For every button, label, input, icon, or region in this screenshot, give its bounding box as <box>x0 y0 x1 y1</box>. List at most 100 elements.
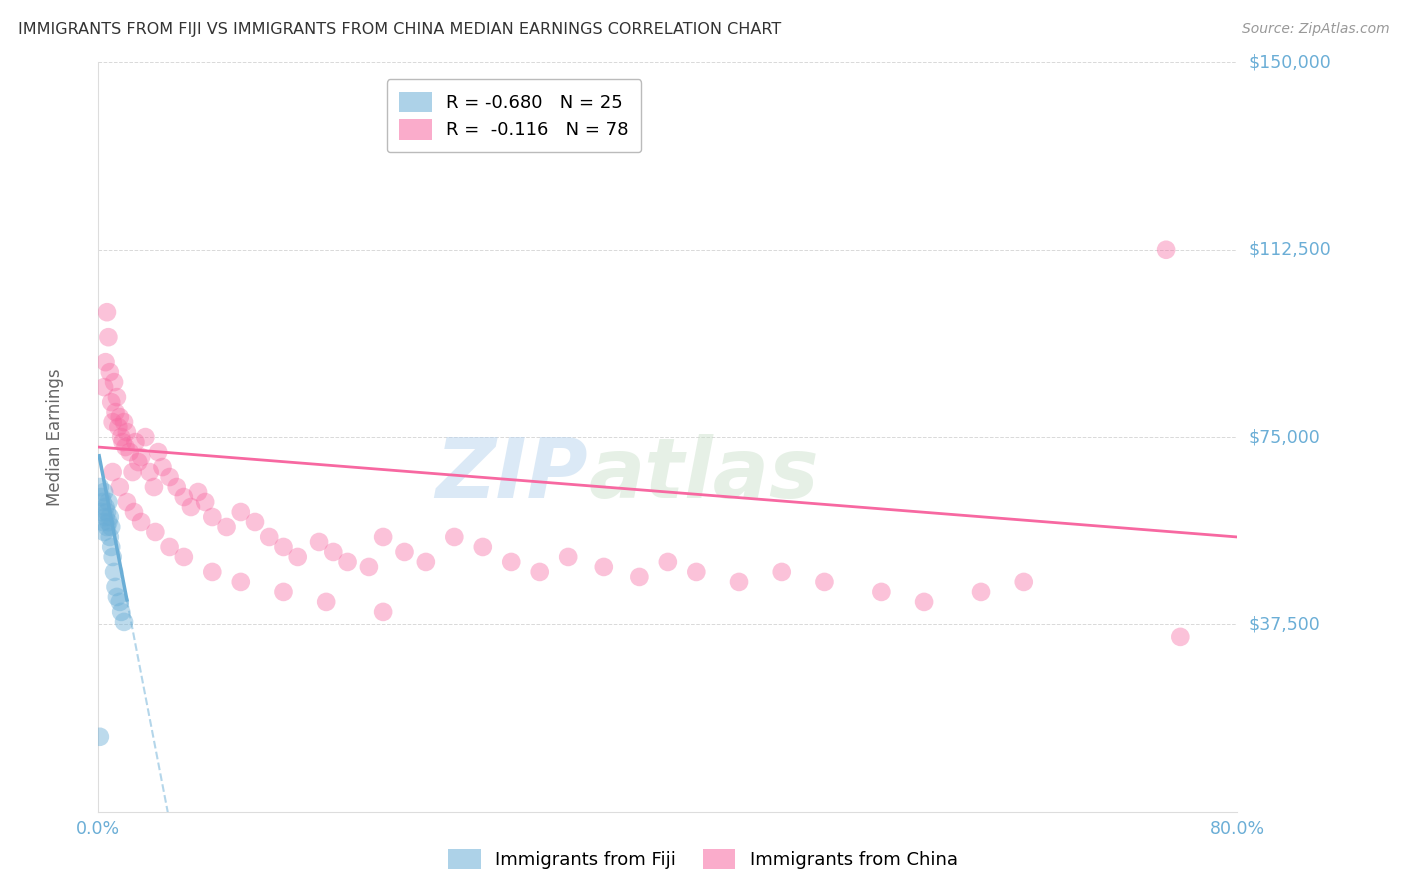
Point <box>115 495 138 509</box>
Point <box>90 490 112 504</box>
Point <box>1154 243 1177 257</box>
Point <box>194 495 217 509</box>
Point <box>110 430 132 444</box>
Point <box>96 520 118 534</box>
Point <box>173 490 195 504</box>
Point <box>373 530 395 544</box>
Point <box>373 605 395 619</box>
Point <box>201 510 224 524</box>
Point <box>110 605 132 619</box>
Point <box>101 415 124 429</box>
Point <box>111 435 134 450</box>
Point <box>134 430 156 444</box>
Point <box>103 375 125 389</box>
Text: $150,000: $150,000 <box>1249 54 1331 71</box>
Point <box>91 515 114 529</box>
Legend: R = -0.680   N = 25, R =  -0.116   N = 78: R = -0.680 N = 25, R = -0.116 N = 78 <box>387 79 641 153</box>
Point <box>89 730 111 744</box>
Point <box>1170 630 1192 644</box>
Point <box>870 585 893 599</box>
Point <box>112 415 135 429</box>
Point <box>108 595 131 609</box>
Point <box>97 515 120 529</box>
Point <box>100 395 122 409</box>
Point <box>112 615 135 629</box>
Point <box>129 515 152 529</box>
Text: $75,000: $75,000 <box>1249 428 1320 446</box>
Point <box>97 495 120 509</box>
Point <box>107 420 129 434</box>
Point <box>322 545 344 559</box>
Text: $37,500: $37,500 <box>1249 615 1320 633</box>
Point <box>357 560 380 574</box>
Point <box>101 465 124 479</box>
Point <box>180 500 202 514</box>
Point <box>308 535 330 549</box>
Point <box>501 555 523 569</box>
Point <box>101 549 124 564</box>
Text: Median Earnings: Median Earnings <box>46 368 65 506</box>
Point <box>415 555 437 569</box>
Point <box>93 524 115 539</box>
Point <box>96 505 118 519</box>
Point <box>90 505 112 519</box>
Point <box>152 460 174 475</box>
Point <box>628 570 651 584</box>
Point <box>471 540 494 554</box>
Point <box>243 515 266 529</box>
Point <box>159 470 181 484</box>
Point <box>173 549 195 564</box>
Text: Source: ZipAtlas.com: Source: ZipAtlas.com <box>1241 22 1389 37</box>
Point <box>104 580 127 594</box>
Text: IMMIGRANTS FROM FIJI VS IMMIGRANTS FROM CHINA MEDIAN EARNINGS CORRELATION CHART: IMMIGRANTS FROM FIJI VS IMMIGRANTS FROM … <box>18 22 782 37</box>
Point <box>115 425 138 439</box>
Point <box>105 590 128 604</box>
Point <box>93 380 115 394</box>
Point <box>98 365 121 379</box>
Point <box>129 450 152 464</box>
Point <box>394 545 416 559</box>
Point <box>215 520 238 534</box>
Point <box>108 410 131 425</box>
Point <box>287 549 309 564</box>
Point <box>159 540 181 554</box>
Point <box>98 510 121 524</box>
Point <box>970 585 993 599</box>
Text: ZIP: ZIP <box>436 434 588 515</box>
Point <box>108 480 131 494</box>
Point <box>201 565 224 579</box>
Point <box>127 455 149 469</box>
Point <box>122 505 145 519</box>
Point <box>529 565 551 579</box>
Point <box>592 560 614 574</box>
Point <box>315 595 337 609</box>
Point <box>138 465 160 479</box>
Point <box>229 574 252 589</box>
Point <box>259 530 281 544</box>
Point <box>557 549 579 564</box>
Text: atlas: atlas <box>588 434 818 515</box>
Point <box>1012 574 1035 589</box>
Point <box>770 565 793 579</box>
Point <box>105 390 128 404</box>
Point <box>121 465 143 479</box>
Point <box>145 524 167 539</box>
Point <box>103 565 125 579</box>
Point <box>187 485 209 500</box>
Point <box>91 495 114 509</box>
Point <box>97 330 120 344</box>
Point <box>229 505 252 519</box>
Point <box>124 435 146 450</box>
Legend: Immigrants from Fiji, Immigrants from China: Immigrants from Fiji, Immigrants from Ch… <box>439 839 967 879</box>
Point <box>912 595 935 609</box>
Point <box>166 480 188 494</box>
Point <box>93 485 115 500</box>
Text: $112,500: $112,500 <box>1249 241 1331 259</box>
Point <box>685 565 707 579</box>
Point <box>94 355 117 369</box>
Point <box>273 585 295 599</box>
Point <box>100 540 122 554</box>
Point <box>657 555 679 569</box>
Point <box>98 530 121 544</box>
Point <box>813 574 835 589</box>
